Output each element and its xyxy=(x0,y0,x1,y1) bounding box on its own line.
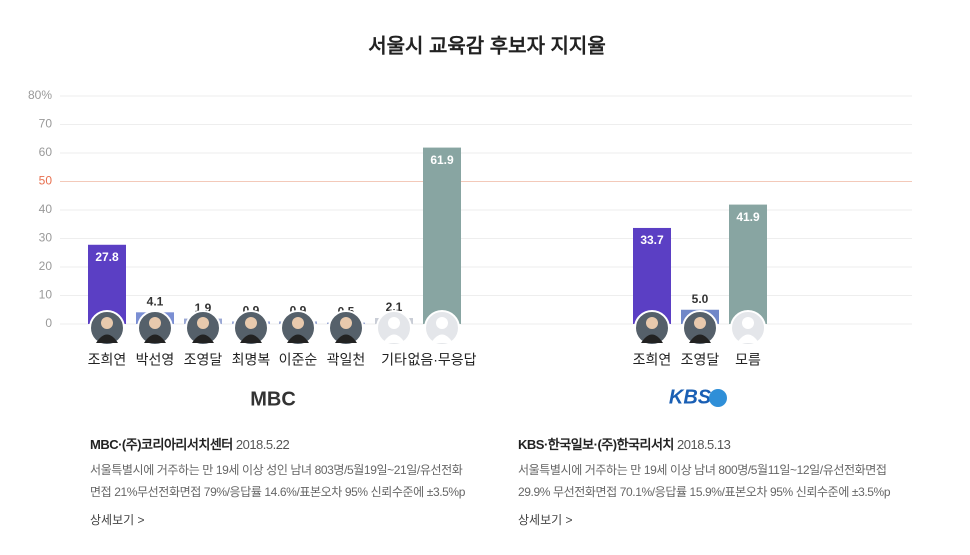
avatar-head xyxy=(292,317,304,329)
avatar-body xyxy=(144,334,166,343)
avatar-body xyxy=(689,334,711,343)
description: 서울특별시에 거주하는 만 19세 이상 남녀 800명/5월11일~12일/유… xyxy=(518,463,891,499)
source-head: MBC·(주)코리아리서치센터 2018.5.22 xyxy=(90,434,470,453)
avatar-body xyxy=(96,334,118,343)
source: MBC·(주)코리아리서치센터 xyxy=(90,437,233,452)
avatar-head xyxy=(340,317,352,329)
x-tick-label: 곽일천 xyxy=(327,352,366,368)
description: 서울특별시에 거주하는 만 19세 이상 성인 남녀 803명/5월19일~21… xyxy=(90,463,465,499)
avatar-head xyxy=(646,317,658,329)
avatar-body xyxy=(335,334,357,343)
source-block: MBC·(주)코리아리서치센터 2018.5.22 서울특별시에 거주하는 만 … xyxy=(90,434,470,528)
x-tick-label: 최명복 xyxy=(232,352,271,368)
value-label: 41.9 xyxy=(736,210,760,224)
avatar-head xyxy=(694,317,706,329)
x-tick-label: 조희연 xyxy=(88,352,127,368)
x-tick-label: 모름 xyxy=(735,352,761,368)
y-tick-label: 80% xyxy=(28,88,52,102)
value-label: 5.0 xyxy=(692,292,709,306)
chart-title: 서울시 교육감 후보자 지지율 xyxy=(368,34,605,57)
avatar-head xyxy=(436,317,448,329)
avatar-head xyxy=(388,317,400,329)
avatar-head xyxy=(149,317,161,329)
source-block: KBS·한국일보·(주)한국리서치 2018.5.13 서울특별시에 거주하는 … xyxy=(518,434,898,528)
source-logo: KBS xyxy=(669,386,712,408)
bar xyxy=(729,204,767,324)
avatar-body xyxy=(383,334,405,343)
y-tick-label: 40 xyxy=(39,202,53,216)
source-head: KBS·한국일보·(주)한국리서치 2018.5.13 xyxy=(518,434,898,453)
x-tick-label: 조희연 xyxy=(633,352,672,368)
y-tick-label: 0 xyxy=(45,316,52,330)
y-tick-label: 50 xyxy=(39,174,53,188)
value-label: 61.9 xyxy=(430,153,454,167)
x-tick-label: 없음·무응답 xyxy=(407,352,476,368)
detail-link[interactable]: 상세보기 > xyxy=(90,513,145,527)
y-tick-label: 10 xyxy=(39,288,53,302)
avatar-body xyxy=(737,334,759,343)
avatar-body xyxy=(192,334,214,343)
x-tick-label: 기타 xyxy=(381,352,407,368)
avatar-head xyxy=(101,317,113,329)
value-label: 4.1 xyxy=(147,294,164,308)
y-tick-label: 20 xyxy=(39,259,53,273)
logo-icon xyxy=(709,389,727,407)
y-tick-label: 70 xyxy=(39,117,53,131)
avatar-head xyxy=(742,317,754,329)
avatar-head xyxy=(197,317,209,329)
bar xyxy=(633,227,671,324)
x-tick-label: 조영달 xyxy=(184,352,223,368)
value-label: 33.7 xyxy=(640,233,664,247)
value-label: 27.8 xyxy=(95,250,119,264)
source: KBS·한국일보·(주)한국리서치 xyxy=(518,437,674,452)
source-logo: MBC xyxy=(250,388,296,410)
x-tick-label: 조영달 xyxy=(681,352,720,368)
date: 2018.5.22 xyxy=(235,437,290,452)
y-tick-label: 60 xyxy=(39,145,53,159)
avatar-body xyxy=(240,334,262,343)
date: 2018.5.13 xyxy=(677,437,731,452)
avatar-body xyxy=(287,334,309,343)
x-tick-label: 이준순 xyxy=(279,352,318,368)
avatar-head xyxy=(245,317,257,329)
detail-link[interactable]: 상세보기 > xyxy=(518,513,573,527)
avatar-body xyxy=(641,334,663,343)
y-tick-label: 30 xyxy=(39,231,53,245)
bar xyxy=(423,147,461,324)
avatar-body xyxy=(431,334,453,343)
x-tick-label: 박선영 xyxy=(136,352,175,368)
